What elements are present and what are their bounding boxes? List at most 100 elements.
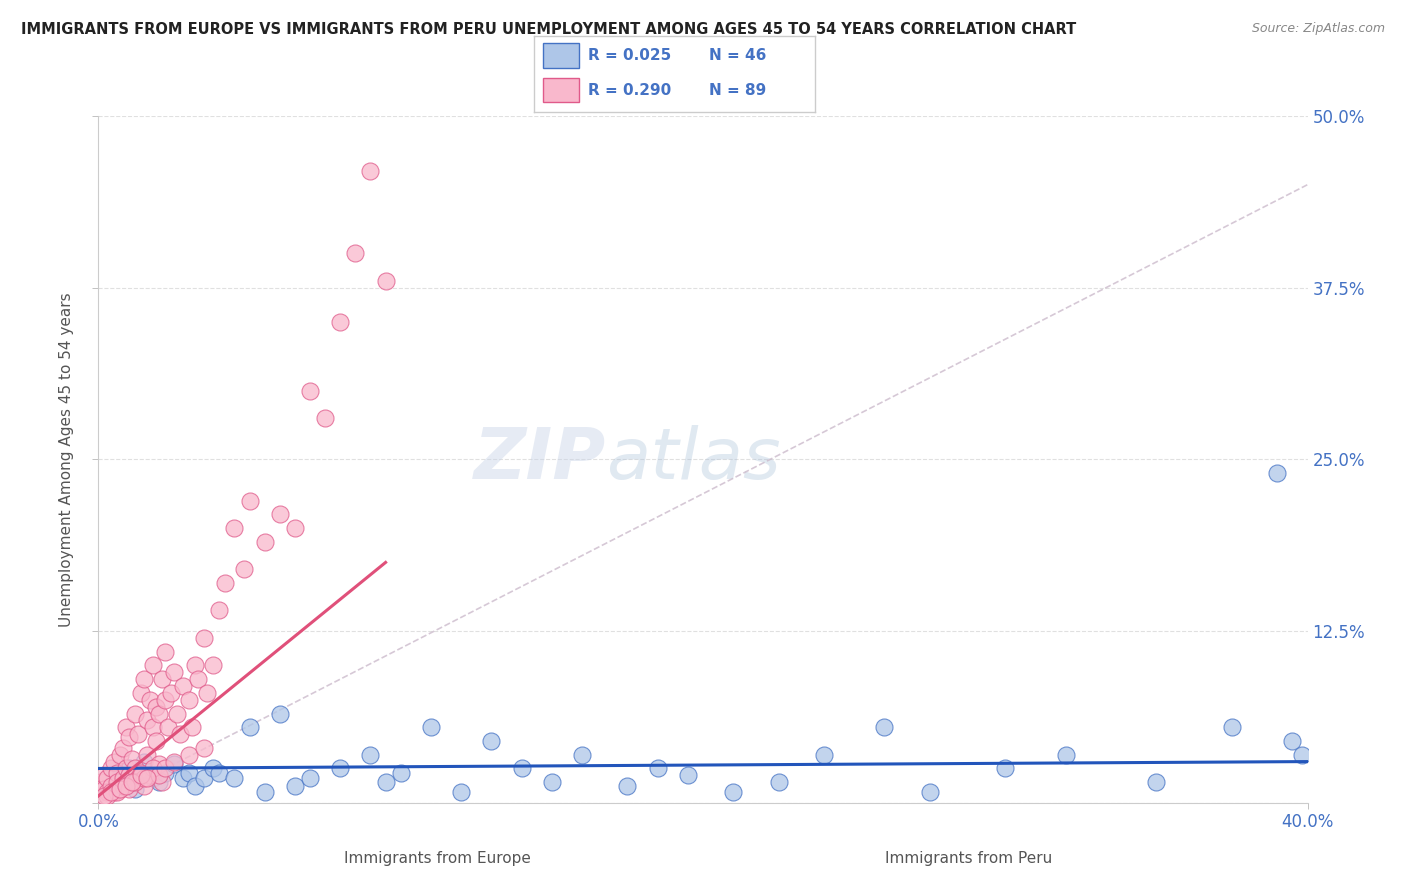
Point [284,780,307,794]
Point [124,775,146,789]
Point [329,315,352,329]
Point [103,755,125,769]
Point [314,411,336,425]
Point [179,765,201,780]
Point [299,771,322,785]
Point [232,562,254,576]
Point [208,765,231,780]
Point [166,706,188,721]
Point [124,706,146,721]
Point [360,164,382,178]
Point [374,775,396,789]
Point [132,755,155,769]
Point [1267,466,1289,480]
Point [481,734,503,748]
Point [129,686,152,700]
Point [450,785,472,799]
Text: R = 0.025: R = 0.025 [588,48,671,63]
Point [108,747,131,762]
Point [105,785,128,799]
Point [1054,747,1077,762]
Point [187,672,209,686]
Point [148,757,170,772]
Point [142,720,165,734]
Point [179,747,201,762]
Point [571,747,593,762]
Text: Source: ZipAtlas.com: Source: ZipAtlas.com [1251,22,1385,36]
Point [269,508,291,522]
Text: atlas: atlas [606,425,780,494]
Point [169,727,191,741]
Point [1291,747,1313,762]
Point [114,720,136,734]
Text: ZIP: ZIP [474,425,606,494]
Point [142,771,165,785]
Point [100,780,122,794]
Point [124,782,146,797]
Point [153,692,176,706]
Text: R = 0.290: R = 0.290 [588,83,671,98]
Point [269,706,291,721]
Point [118,782,141,797]
Point [172,679,194,693]
Point [994,762,1017,776]
Point [193,631,215,645]
Point [150,775,173,789]
Point [172,771,194,785]
Y-axis label: Unemployment Among Ages 45 to 54 years: Unemployment Among Ages 45 to 54 years [59,292,75,627]
Point [153,645,176,659]
Point [103,768,125,782]
Point [163,665,186,680]
Point [108,782,131,797]
Point [239,493,262,508]
Point [616,780,638,794]
Point [142,658,165,673]
Point [148,768,170,782]
Point [114,780,136,794]
Point [127,771,149,785]
Point [118,762,141,776]
Point [202,762,225,776]
Point [118,730,141,744]
Point [132,771,155,785]
Point [193,740,215,755]
Point [93,768,115,782]
Point [108,782,131,797]
Point [139,768,162,782]
Text: IMMIGRANTS FROM EUROPE VS IMMIGRANTS FROM PERU UNEMPLOYMENT AMONG AGES 45 TO 54 : IMMIGRANTS FROM EUROPE VS IMMIGRANTS FRO… [21,22,1077,37]
Text: Immigrants from Europe: Immigrants from Europe [343,851,530,866]
Point [124,762,146,776]
Point [202,658,225,673]
Point [105,765,128,780]
Point [121,775,143,789]
Point [510,762,533,776]
FancyBboxPatch shape [543,44,579,68]
Point [179,692,201,706]
Point [114,762,136,776]
Point [145,699,167,714]
Point [153,762,176,776]
Point [121,752,143,766]
Point [156,720,179,734]
Point [214,576,236,591]
Point [1281,734,1303,748]
Point [111,771,134,785]
Point [135,771,157,785]
Point [96,771,118,785]
Point [93,789,115,803]
Point [96,785,118,799]
Point [723,785,745,799]
Point [224,771,246,785]
Point [135,714,157,728]
Point [142,762,165,776]
Point [111,780,134,794]
Point [676,768,699,782]
Point [111,775,134,789]
FancyBboxPatch shape [543,78,579,103]
Point [163,755,186,769]
Point [253,534,276,549]
Text: N = 46: N = 46 [709,48,766,63]
Point [118,768,141,782]
Point [1220,720,1243,734]
Point [239,720,262,734]
